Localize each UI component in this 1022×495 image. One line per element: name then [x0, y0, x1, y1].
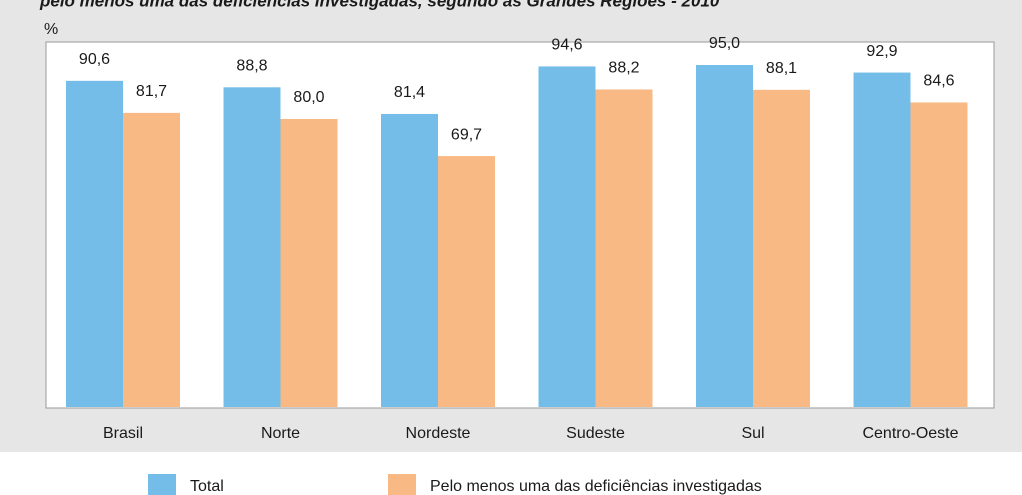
- x-tick-label: Sudeste: [566, 425, 625, 442]
- bar: [696, 65, 753, 407]
- bar: [438, 156, 495, 407]
- chart-title: pelo menos uma das deficiências investig…: [39, 0, 720, 10]
- legend-swatch: [388, 474, 416, 495]
- bar: [595, 89, 653, 407]
- value-label: 88,2: [608, 60, 639, 77]
- bar: [66, 80, 123, 407]
- legend-label: Pelo menos uma das deficiências investig…: [430, 478, 762, 495]
- x-tick-label: Centro-Oeste: [862, 425, 958, 442]
- bar: [910, 102, 968, 407]
- x-tick-label: Norte: [261, 425, 300, 442]
- bar: [123, 112, 180, 407]
- bar: [753, 89, 810, 407]
- bar: [538, 66, 596, 407]
- bar: [853, 72, 911, 407]
- value-label: 80,0: [293, 89, 324, 106]
- value-label: 92,9: [866, 43, 897, 60]
- legend-label: Total: [190, 478, 224, 495]
- y-axis-label: %: [44, 21, 58, 38]
- value-label: 69,7: [451, 126, 482, 143]
- bar: [381, 113, 438, 408]
- value-label: 81,4: [394, 84, 425, 101]
- value-label: 88,8: [236, 58, 267, 75]
- bar: [280, 119, 338, 407]
- x-tick-label: Sul: [741, 425, 764, 442]
- plot-area: [45, 41, 995, 409]
- value-label: 81,7: [136, 83, 167, 100]
- value-label: 90,6: [79, 51, 110, 68]
- x-tick-label: Brasil: [103, 425, 143, 442]
- bar: [223, 87, 281, 407]
- value-label: 94,6: [551, 37, 582, 54]
- legend-swatch: [148, 474, 176, 495]
- value-label: 95,0: [709, 35, 740, 52]
- x-tick-label: Nordeste: [406, 425, 471, 442]
- value-label: 84,6: [923, 73, 954, 90]
- value-label: 88,1: [766, 60, 797, 77]
